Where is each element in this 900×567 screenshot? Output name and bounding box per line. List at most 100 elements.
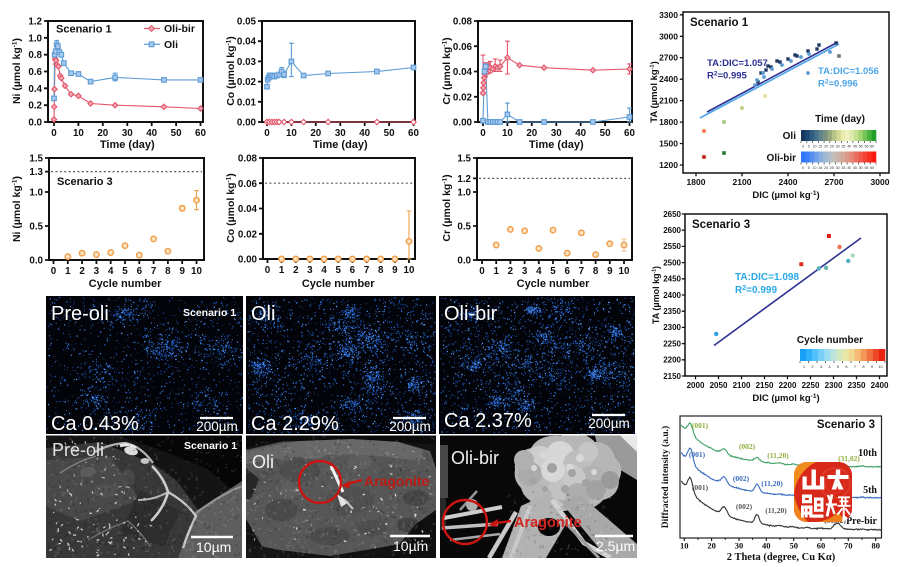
svg-text:60: 60: [408, 128, 419, 139]
svg-text:20: 20: [824, 145, 828, 149]
svg-text:50: 50: [859, 145, 863, 149]
svg-text:Ca 2.37%: Ca 2.37%: [444, 410, 532, 432]
svg-text:60: 60: [624, 128, 635, 139]
svg-text:9: 9: [179, 266, 185, 277]
svg-text:6: 6: [137, 266, 143, 277]
svg-text:Oli: Oli: [783, 131, 797, 142]
svg-text:Ni (µmol kg-1): Ni (µmol kg-1): [11, 176, 23, 242]
svg-text:2 Theta (degree, Cu Kα): 2 Theta (degree, Cu Kα): [727, 552, 836, 563]
svg-text:(001): (001): [692, 421, 709, 430]
svg-text:30: 30: [122, 128, 133, 139]
svg-text:(11,20): (11,20): [761, 479, 783, 488]
svg-text:10th: 10th: [858, 448, 877, 459]
svg-text:8: 8: [862, 364, 865, 369]
svg-text:0.02: 0.02: [237, 77, 257, 88]
svg-text:25: 25: [830, 166, 834, 170]
svg-text:1: 1: [279, 265, 285, 276]
svg-text:0.0: 0.0: [29, 256, 43, 267]
svg-text:25: 25: [830, 145, 834, 149]
svg-text:0.0: 0.0: [28, 118, 42, 129]
svg-text:0.8: 0.8: [28, 50, 42, 61]
svg-text:0: 0: [51, 266, 57, 277]
svg-text:50: 50: [859, 166, 863, 170]
svg-text:45: 45: [853, 145, 857, 149]
svg-text:TA (µmol kg-1): TA (µmol kg-1): [651, 266, 661, 324]
svg-text:TA:DIC=1.056: TA:DIC=1.056: [818, 66, 879, 77]
svg-text:3300: 3300: [659, 10, 678, 20]
svg-text:Cycle number: Cycle number: [797, 335, 863, 346]
svg-text:Oli-bir: Oli-bir: [164, 23, 195, 35]
svg-text:2: 2: [508, 266, 514, 277]
svg-text:Scenario 3: Scenario 3: [57, 176, 113, 188]
svg-text:0: 0: [802, 145, 804, 149]
svg-text:Aragonite: Aragonite: [364, 473, 430, 489]
svg-text:50: 50: [384, 128, 395, 139]
svg-text:20: 20: [97, 128, 108, 139]
svg-text:5th: 5th: [863, 485, 877, 496]
svg-text:2400: 2400: [779, 177, 798, 187]
svg-text:2: 2: [811, 364, 814, 369]
svg-text:8: 8: [165, 266, 171, 277]
svg-text:9: 9: [871, 364, 874, 369]
svg-text:7: 7: [854, 364, 857, 369]
svg-text:55: 55: [865, 166, 869, 170]
svg-text:3000: 3000: [871, 177, 890, 187]
svg-text:5: 5: [808, 166, 810, 170]
svg-text:(11,20): (11,20): [767, 451, 789, 460]
svg-text:7: 7: [579, 266, 585, 277]
svg-text:0.01: 0.01: [237, 97, 257, 108]
svg-text:0.04: 0.04: [237, 37, 257, 48]
svg-text:45: 45: [853, 166, 857, 170]
svg-text:40: 40: [847, 145, 851, 149]
svg-text:35: 35: [841, 145, 845, 149]
svg-text:15: 15: [818, 166, 822, 170]
svg-text:2150: 2150: [663, 372, 681, 381]
svg-text:4: 4: [321, 265, 327, 276]
svg-text:200µm: 200µm: [389, 419, 431, 434]
svg-text:0.5: 0.5: [29, 222, 43, 233]
svg-text:2400: 2400: [663, 291, 681, 300]
svg-text:50: 50: [600, 128, 611, 139]
svg-text:2700: 2700: [825, 177, 844, 187]
svg-text:4: 4: [108, 266, 114, 277]
svg-text:R2=0.999: R2=0.999: [735, 285, 777, 296]
svg-text:5: 5: [808, 145, 810, 149]
svg-text:Oli-bir: Oli-bir: [451, 448, 499, 468]
svg-text:30: 30: [836, 166, 840, 170]
svg-text:3: 3: [94, 266, 100, 277]
svg-text:Scenario 1: Scenario 1: [184, 440, 237, 452]
svg-text:5: 5: [837, 364, 840, 369]
svg-text:50: 50: [789, 541, 798, 551]
svg-text:1.2: 1.2: [457, 174, 471, 185]
svg-text:40: 40: [847, 166, 851, 170]
svg-text:2000: 2000: [687, 381, 705, 390]
svg-text:55: 55: [865, 145, 869, 149]
svg-text:30: 30: [335, 128, 346, 139]
svg-text:4: 4: [828, 364, 831, 369]
svg-text:5: 5: [335, 265, 341, 276]
svg-text:9: 9: [607, 266, 613, 277]
svg-text:3: 3: [307, 265, 313, 276]
svg-text:(11,20): (11,20): [765, 506, 787, 515]
svg-text:10µm: 10µm: [196, 539, 231, 555]
svg-text:Cycle number: Cycle number: [89, 278, 162, 290]
svg-text:Scenario 1: Scenario 1: [56, 24, 112, 36]
svg-text:9: 9: [392, 265, 398, 276]
svg-text:40: 40: [359, 128, 370, 139]
svg-text:2400: 2400: [659, 74, 678, 84]
svg-text:0: 0: [479, 266, 485, 277]
svg-text:10: 10: [680, 541, 689, 551]
svg-text:10: 10: [813, 145, 817, 149]
svg-text:Oli: Oli: [251, 303, 275, 325]
svg-text:70: 70: [844, 541, 853, 551]
svg-text:0.08: 0.08: [453, 17, 473, 28]
svg-text:2650: 2650: [663, 210, 681, 219]
svg-text:80: 80: [871, 541, 880, 551]
svg-text:20: 20: [824, 166, 828, 170]
svg-text:Oli-bir: Oli-bir: [767, 153, 797, 164]
svg-text:(002): (002): [736, 502, 753, 511]
svg-text:1200: 1200: [659, 160, 678, 170]
svg-text:0.06: 0.06: [238, 179, 258, 190]
svg-text:DIC (µmol kg-1): DIC (µmol kg-1): [752, 393, 819, 404]
svg-text:0.02: 0.02: [238, 229, 258, 240]
